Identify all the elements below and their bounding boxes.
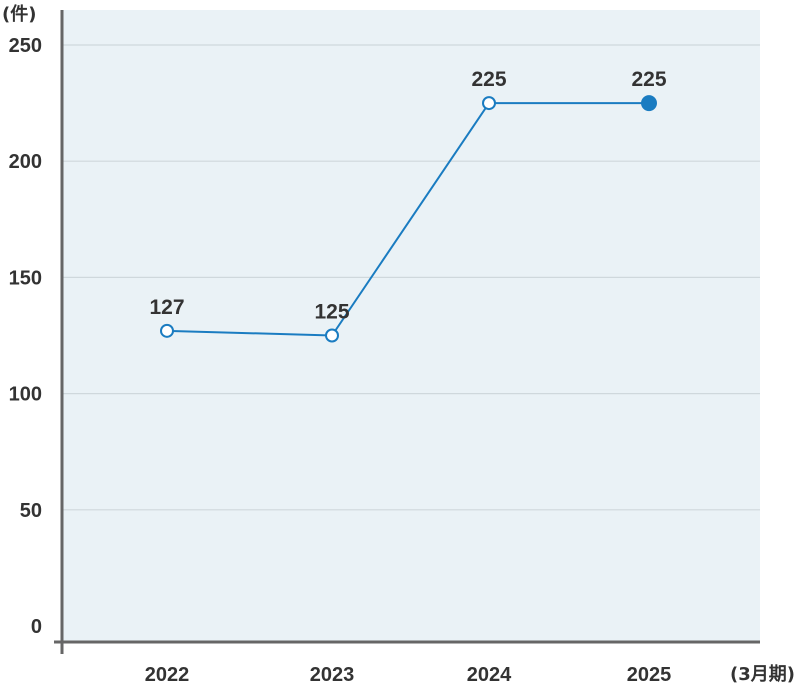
y-tick-label-150: 150 [9, 267, 42, 289]
y-tick-labels: 0 50 100 150 200 250 [9, 35, 42, 638]
series-polyline [166, 102, 649, 337]
y-tick-label-0: 0 [31, 616, 42, 638]
y-tick-label-100: 100 [9, 384, 42, 406]
y-unit-label: (件) [2, 3, 36, 25]
data-point-2024 [482, 96, 496, 111]
y-tick-label-250: 250 [9, 35, 42, 57]
x-tick-label-2024: 2024 [467, 664, 512, 686]
data-label-2025: 225 [631, 68, 666, 91]
data-point-2022 [160, 323, 174, 338]
data-points [160, 95, 657, 343]
data-label-2022: 127 [149, 296, 184, 319]
series-line [166, 102, 649, 337]
y-tick-label-50: 50 [20, 500, 42, 522]
data-point-2023 [325, 328, 339, 343]
grid-lines [62, 44, 760, 511]
x-unit-label: (3月期) [730, 664, 795, 685]
plot-background [62, 10, 760, 642]
x-tick-labels: 2022 2023 2024 2025 [145, 664, 672, 686]
x-tick-label-2025: 2025 [627, 664, 672, 686]
x-tick-label-2023: 2023 [310, 664, 355, 686]
data-labels: 127 125 225 225 [149, 68, 666, 323]
y-tick-label-200: 200 [9, 151, 42, 173]
x-tick-label-2022: 2022 [145, 664, 190, 686]
data-label-2024: 225 [471, 68, 506, 91]
data-point-2025 [641, 95, 657, 112]
data-label-2023: 125 [314, 301, 349, 324]
